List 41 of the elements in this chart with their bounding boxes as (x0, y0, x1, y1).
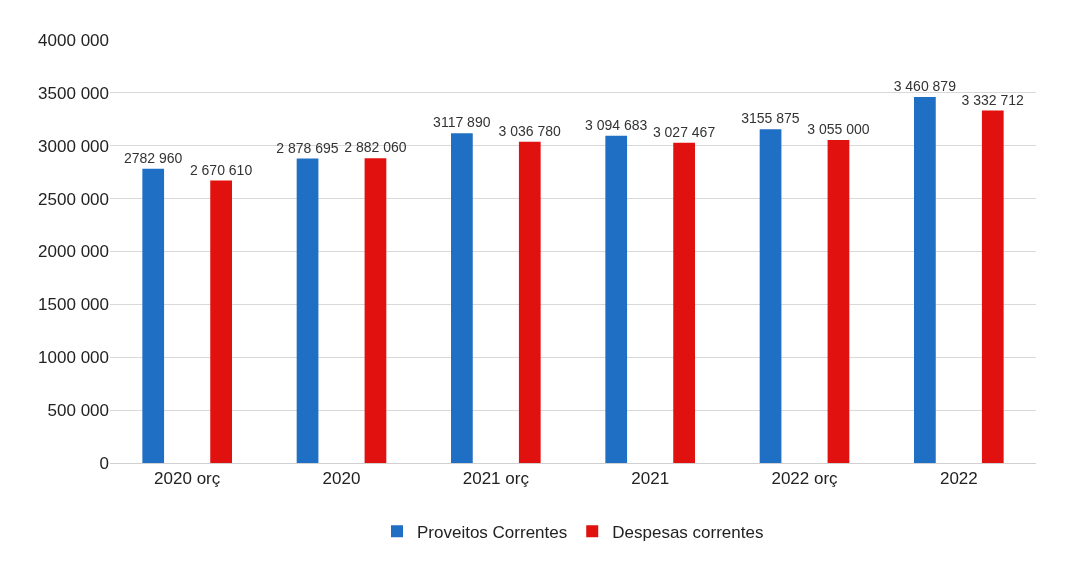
bar (759, 129, 782, 463)
x-tick-label: 2021 (631, 469, 670, 489)
data-label: 3 460 879 (893, 78, 957, 95)
bar (364, 158, 387, 463)
data-label: 2 878 695 (276, 139, 339, 156)
data-label: 2782 960 (123, 149, 183, 166)
bar (142, 168, 165, 463)
y-tick-label: 2000 000 (38, 242, 109, 262)
y-tick-label: 1500 000 (38, 295, 109, 315)
y-tick-label: 500 000 (47, 401, 109, 421)
data-label: 3 094 683 (584, 116, 648, 133)
data-label: 3155 875 (741, 110, 800, 127)
x-tick-label: 2020 orç (154, 469, 221, 489)
y-tick-label: 0 (99, 453, 109, 473)
bar (914, 97, 936, 463)
data-label: 3117 890 (433, 114, 491, 131)
y-tick-label: 1000 000 (38, 348, 109, 368)
y-tick-label: 4000 000 (38, 30, 109, 50)
x-tick-label: 2020 (322, 469, 361, 489)
x-tick-label: 2021 orç (462, 469, 530, 489)
x-tick-label: 2022 orç (771, 469, 839, 489)
bar (981, 110, 1004, 463)
bar (605, 135, 628, 463)
bar (296, 158, 319, 463)
legend-label: Proveitos Correntes (417, 522, 568, 542)
bar (210, 180, 232, 463)
data-label: 3 055 000 (807, 120, 870, 137)
y-tick-label: 3500 000 (38, 83, 109, 103)
y-tick-label: 2500 000 (38, 189, 109, 209)
data-label: 3 027 467 (652, 123, 716, 140)
bar (518, 141, 541, 463)
x-tick-label: 2022 (939, 469, 978, 489)
y-tick-label: 3000 000 (38, 136, 109, 156)
bar (451, 133, 473, 463)
data-label: 3 036 780 (498, 122, 562, 139)
bar (827, 139, 850, 463)
data-label: 3 332 712 (961, 91, 1025, 108)
data-label: 2 670 610 (189, 161, 253, 178)
legend-label: Despesas correntes (612, 522, 764, 542)
bar (673, 142, 695, 463)
data-label: 2 882 060 (344, 139, 407, 156)
